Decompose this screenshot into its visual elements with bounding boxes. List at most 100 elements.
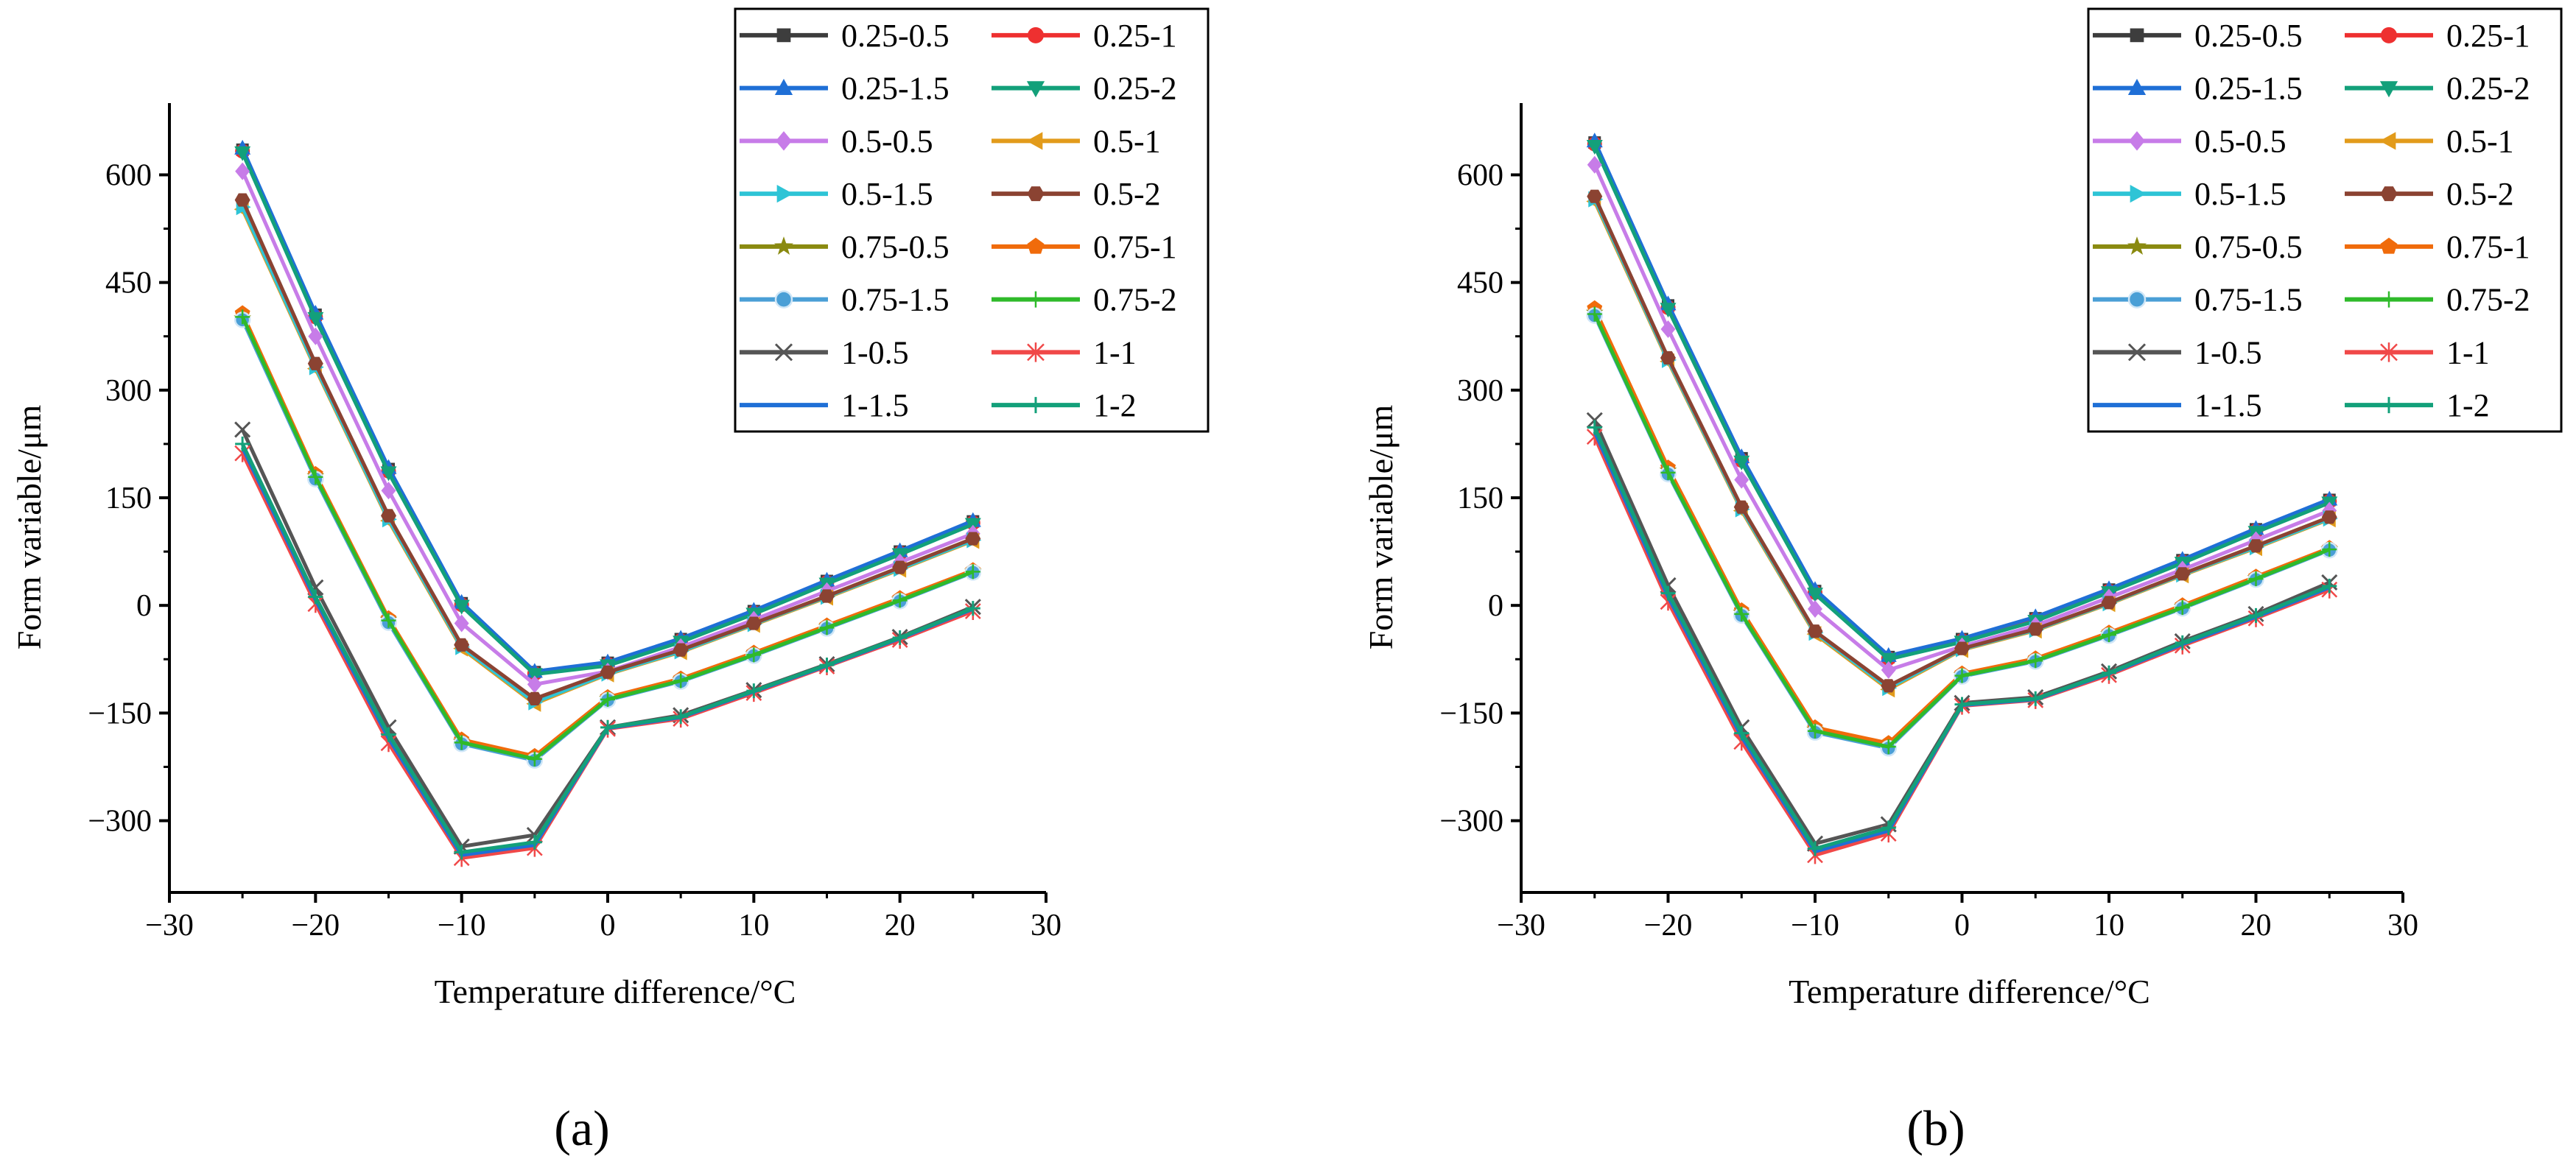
y-tick-label: 300 <box>1457 374 1503 408</box>
data-point <box>819 589 835 603</box>
data-point <box>453 599 470 615</box>
y-tick-label: 150 <box>1457 482 1503 515</box>
y-tick-label: 150 <box>105 482 152 515</box>
legend-label: 1-2 <box>2446 387 2490 423</box>
x-tick-label: 10 <box>738 909 769 943</box>
y-tick-label: 450 <box>1457 267 1503 300</box>
x-axis-label: Temperature difference/°C <box>435 973 796 1010</box>
data-point <box>2101 596 2117 610</box>
data-point <box>234 146 251 161</box>
legend-label: 0.25-2 <box>1093 71 1177 107</box>
panel-label-a: (a) <box>554 1100 609 1156</box>
legend-swatch-marker <box>2381 27 2397 43</box>
x-tick-label: −20 <box>1644 909 1693 943</box>
x-tick-label: 20 <box>2241 909 2272 943</box>
y-tick-label: −150 <box>88 697 152 730</box>
data-point <box>235 162 250 180</box>
legend-swatch-marker <box>2379 132 2396 150</box>
legend-swatch-marker <box>2130 28 2144 43</box>
legend-label: 0.75-0.5 <box>2194 229 2303 265</box>
data-point <box>234 421 251 438</box>
data-point <box>381 613 396 628</box>
legend-swatch-marker <box>2380 237 2398 254</box>
x-tick-label: −10 <box>1791 909 1839 943</box>
legend-label: 0.5-1 <box>1093 123 1161 159</box>
legend-label: 1-1.5 <box>2194 387 2262 423</box>
legend-label: 0.25-1.5 <box>2194 71 2303 107</box>
legend-swatch-marker <box>2129 131 2145 151</box>
data-point <box>1734 606 1749 621</box>
legend-label: 1-1 <box>1093 334 1137 370</box>
data-point <box>526 668 543 683</box>
legend-item: 0.75-1.5 <box>2093 282 2303 318</box>
legend-label: 0.5-1 <box>2446 123 2514 159</box>
series-1-2 <box>235 436 980 860</box>
x-axis-label: Temperature difference/°C <box>1789 973 2150 1010</box>
legend-item: 0.25-0.5 <box>740 18 950 54</box>
data-point <box>1954 641 1970 655</box>
legend-swatch-marker <box>774 290 793 309</box>
x-tick-label: 30 <box>2387 909 2418 943</box>
legend-item: 1-1.5 <box>2093 387 2262 423</box>
data-point <box>1881 820 1896 836</box>
legend-swatch-marker <box>1027 186 1045 202</box>
legend-label: 0.5-1.5 <box>2194 176 2287 212</box>
data-point <box>2102 627 2116 643</box>
series-0.5-2 <box>1587 189 2337 693</box>
x-tick-label: 0 <box>600 909 616 943</box>
legend-item: 0.25-1 <box>992 18 1177 54</box>
data-point <box>381 509 396 523</box>
y-tick-label: 600 <box>1457 158 1503 192</box>
legend-label: 0.75-0.5 <box>841 229 950 265</box>
legend-swatch-marker <box>1027 342 1045 362</box>
data-point <box>892 593 908 608</box>
legend-swatch-marker <box>776 28 791 43</box>
legend-label: 0.75-2 <box>2446 282 2530 318</box>
data-point <box>819 658 835 673</box>
data-point <box>1660 351 1676 365</box>
y-tick-label: −300 <box>88 805 152 839</box>
legend-item: 0.5-0.5 <box>740 123 933 159</box>
data-point <box>308 469 323 485</box>
x-tick-label: 0 <box>1954 909 1970 943</box>
legend-label: 0.75-1.5 <box>2194 282 2303 318</box>
legend-box <box>734 7 1210 433</box>
data-point <box>1587 189 1603 203</box>
legend-item: 1-2 <box>2345 387 2490 423</box>
data-point <box>1660 303 1677 318</box>
data-point <box>1954 697 1970 712</box>
data-point <box>1587 155 1602 174</box>
data-point <box>308 327 323 345</box>
legend-swatch-marker <box>1027 237 1045 254</box>
data-point <box>2248 607 2264 623</box>
legend-swatch-marker <box>2130 185 2147 203</box>
legend: 0.25-0.5 0.25-1 0.25-1.5 0.25-2 0.5-0.5 0.5-1… <box>2087 7 2563 433</box>
data-point <box>1586 139 1603 155</box>
legend-swatch-marker <box>1028 397 1044 414</box>
legend-swatch-marker <box>1026 132 1043 150</box>
legend-box <box>2087 7 2563 433</box>
legend-item: 0.25-2 <box>2345 71 2530 107</box>
data-point <box>1881 661 1896 679</box>
legend-item: 0.25-0.5 <box>2093 18 2303 54</box>
y-tick-label: −300 <box>1439 805 1503 839</box>
x-tick-label: 20 <box>885 909 916 943</box>
series-0.75-2 <box>1587 306 2337 755</box>
data-point <box>1734 725 1749 741</box>
legend-swatch-marker <box>2127 343 2147 362</box>
y-tick-label: 600 <box>105 158 152 192</box>
y-tick-label: 0 <box>1488 589 1503 623</box>
data-point <box>2175 567 2191 581</box>
data-point <box>1587 420 1602 435</box>
data-point <box>746 683 762 699</box>
legend-label: 0.25-1.5 <box>841 71 950 107</box>
data-point <box>2248 539 2264 553</box>
legend-item: 0.5-2 <box>2345 176 2514 212</box>
legend-label: 0.25-0.5 <box>2194 18 2303 54</box>
data-point <box>745 616 762 630</box>
legend-label: 0.25-1 <box>2446 18 2530 54</box>
data-point <box>965 564 980 580</box>
data-point <box>965 532 981 546</box>
data-point <box>454 638 470 652</box>
data-point <box>235 309 250 325</box>
